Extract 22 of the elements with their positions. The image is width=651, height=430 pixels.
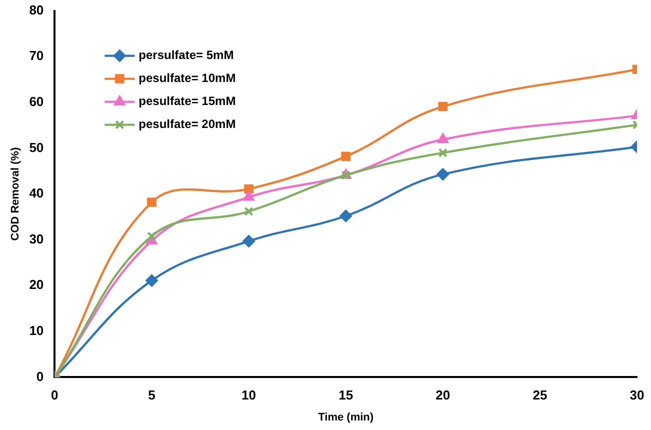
x-tick-label: 0: [51, 388, 58, 403]
y-tick-label: 20: [29, 277, 44, 292]
y-tick-label: 30: [29, 231, 44, 246]
x-tick-label: 20: [436, 388, 450, 403]
legend-label: persulfate= 5mM: [138, 48, 234, 62]
y-tick-label: 60: [29, 94, 44, 109]
y-tick-label: 70: [29, 48, 44, 64]
x-tick-label: 10: [242, 388, 256, 403]
y-axis-title: COD Removal (%): [10, 146, 22, 241]
y-tick-label: 10: [29, 322, 44, 338]
x-tick-label: 25: [532, 388, 548, 403]
x-tick-label: 15: [338, 388, 354, 403]
legend-label: pesulfate= 15mM: [138, 94, 236, 108]
x-tick-label: 5: [148, 388, 156, 403]
x-tick-label: 30: [630, 388, 644, 403]
y-tick-label: 80: [29, 2, 44, 18]
y-tick-label: 0: [36, 368, 44, 384]
legend-label: pesulfate= 20mM: [138, 117, 236, 132]
legend-label: pesulfate= 10mM: [138, 71, 236, 86]
y-tick-label: 50: [29, 140, 44, 155]
y-tick-label: 40: [29, 186, 44, 201]
x-axis-title: Time (min): [318, 411, 374, 424]
